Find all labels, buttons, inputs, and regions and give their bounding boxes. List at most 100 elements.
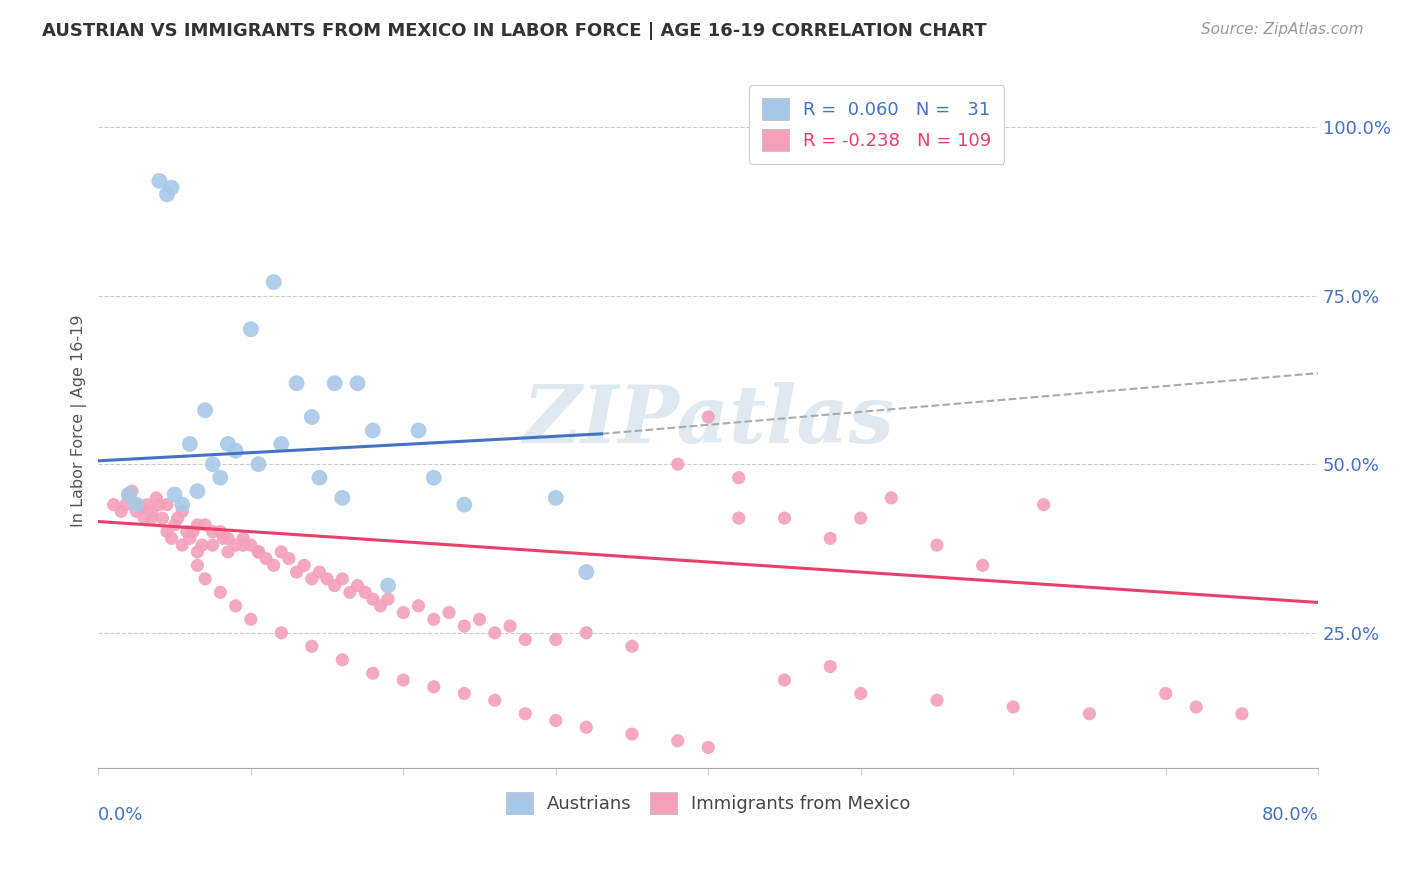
- Point: [232, 538, 254, 552]
- Point: [239, 538, 262, 552]
- Point: [110, 504, 132, 518]
- Point: [186, 517, 208, 532]
- Point: [217, 545, 239, 559]
- Point: [377, 578, 399, 592]
- Point: [666, 457, 689, 471]
- Point: [141, 504, 163, 518]
- Point: [361, 592, 384, 607]
- Point: [270, 545, 292, 559]
- Point: [330, 653, 353, 667]
- Point: [1154, 686, 1177, 700]
- Point: [163, 487, 186, 501]
- Point: [392, 673, 415, 687]
- Point: [186, 484, 208, 499]
- Point: [156, 524, 179, 539]
- Point: [453, 619, 475, 633]
- Point: [136, 498, 159, 512]
- Point: [179, 437, 201, 451]
- Point: [163, 517, 186, 532]
- Text: 80.0%: 80.0%: [1261, 805, 1319, 824]
- Point: [118, 487, 141, 501]
- Point: [354, 585, 377, 599]
- Point: [148, 498, 170, 512]
- Point: [225, 599, 247, 613]
- Point: [1002, 700, 1025, 714]
- Point: [225, 538, 247, 552]
- Point: [453, 686, 475, 700]
- Point: [125, 504, 148, 518]
- Point: [818, 532, 841, 546]
- Point: [515, 706, 537, 721]
- Point: [247, 545, 270, 559]
- Point: [254, 551, 277, 566]
- Point: [270, 437, 292, 451]
- Point: [292, 558, 315, 573]
- Text: Source: ZipAtlas.com: Source: ZipAtlas.com: [1201, 22, 1364, 37]
- Text: 0.0%: 0.0%: [98, 805, 143, 824]
- Point: [181, 524, 204, 539]
- Point: [278, 551, 301, 566]
- Point: [346, 376, 368, 391]
- Point: [166, 511, 188, 525]
- Point: [1078, 706, 1101, 721]
- Point: [141, 511, 163, 525]
- Point: [1032, 498, 1054, 512]
- Point: [468, 612, 491, 626]
- Point: [201, 524, 224, 539]
- Legend: Austrians, Immigrants from Mexico: Austrians, Immigrants from Mexico: [499, 785, 918, 822]
- Point: [156, 498, 179, 512]
- Point: [150, 511, 173, 525]
- Point: [225, 443, 247, 458]
- Point: [263, 558, 285, 573]
- Point: [129, 501, 152, 516]
- Point: [194, 403, 217, 417]
- Point: [621, 640, 644, 654]
- Point: [925, 693, 948, 707]
- Point: [179, 532, 201, 546]
- Point: [330, 491, 353, 505]
- Point: [727, 511, 749, 525]
- Point: [247, 457, 270, 471]
- Point: [666, 733, 689, 747]
- Point: [186, 558, 208, 573]
- Point: [114, 498, 136, 512]
- Point: [156, 187, 179, 202]
- Point: [125, 498, 148, 512]
- Point: [160, 180, 183, 194]
- Point: [423, 471, 446, 485]
- Point: [263, 275, 285, 289]
- Point: [103, 498, 125, 512]
- Point: [121, 484, 143, 499]
- Point: [148, 174, 170, 188]
- Point: [423, 680, 446, 694]
- Point: [160, 532, 183, 546]
- Point: [239, 612, 262, 626]
- Point: [370, 599, 392, 613]
- Point: [217, 437, 239, 451]
- Point: [209, 585, 232, 599]
- Point: [125, 498, 148, 512]
- Y-axis label: In Labor Force | Age 16-19: In Labor Force | Age 16-19: [72, 314, 87, 526]
- Point: [201, 538, 224, 552]
- Point: [575, 625, 598, 640]
- Point: [544, 632, 567, 647]
- Point: [316, 572, 339, 586]
- Point: [849, 511, 872, 525]
- Point: [575, 565, 598, 579]
- Point: [247, 545, 270, 559]
- Point: [301, 409, 323, 424]
- Point: [217, 532, 239, 546]
- Point: [194, 572, 217, 586]
- Point: [176, 524, 198, 539]
- Text: ZIPatlas: ZIPatlas: [522, 382, 894, 459]
- Point: [346, 578, 368, 592]
- Point: [849, 686, 872, 700]
- Point: [1185, 700, 1208, 714]
- Point: [301, 640, 323, 654]
- Point: [880, 491, 903, 505]
- Point: [194, 517, 217, 532]
- Point: [575, 720, 598, 734]
- Point: [212, 532, 235, 546]
- Point: [285, 565, 308, 579]
- Point: [697, 409, 720, 424]
